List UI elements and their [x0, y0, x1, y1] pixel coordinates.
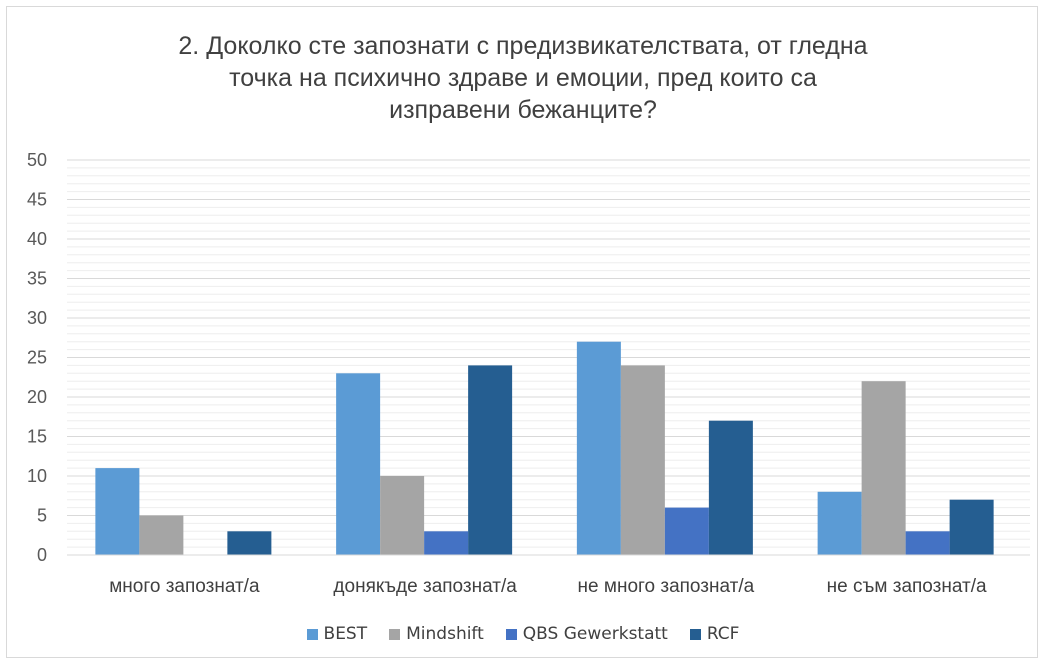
legend-label: RCF	[706, 624, 740, 644]
bar	[95, 468, 140, 555]
chart-title: 2. Доколко сте запознати с предизвикател…	[0, 30, 1046, 126]
y-tick-label: 0	[37, 545, 47, 565]
legend-label: Mindshift	[406, 624, 484, 644]
x-category-label: не съм запознат/а	[827, 576, 987, 597]
bar	[380, 476, 425, 555]
x-category-label: не много запознат/а	[578, 576, 755, 597]
y-tick-label: 40	[27, 229, 47, 249]
legend-item: RCF	[689, 624, 740, 644]
y-tick-label: 25	[27, 348, 47, 368]
x-axis-labels: много запознат/а донякъде запознат/а не мн…	[109, 576, 987, 597]
legend-swatch	[306, 628, 318, 640]
bar	[817, 491, 862, 555]
y-tick-label: 5	[37, 506, 47, 526]
bar	[336, 373, 381, 555]
bars	[95, 341, 994, 555]
bar	[468, 365, 513, 555]
bar	[576, 341, 621, 555]
bar	[620, 365, 665, 555]
chart-title-line-3: изправени бежанците?	[389, 96, 657, 124]
x-category-label: много запознат/а	[109, 576, 260, 597]
y-tick-label: 10	[27, 466, 47, 486]
bar	[139, 515, 184, 555]
y-tick-label: 20	[27, 387, 47, 407]
legend-swatch	[389, 628, 401, 640]
bar	[949, 499, 994, 555]
legend: BEST Mindshift QBS Gewerkstatt RCF	[0, 622, 1046, 646]
y-tick-label: 45	[27, 190, 47, 210]
legend-item: Mindshift	[389, 624, 484, 644]
legend-item: BEST	[306, 624, 368, 644]
bar	[861, 381, 906, 555]
bar	[227, 531, 272, 555]
bar	[905, 531, 950, 555]
y-tick-label: 30	[27, 308, 47, 328]
legend-item: QBS Gewerkstatt	[505, 624, 668, 644]
legend-label: QBS Gewerkstatt	[522, 624, 668, 644]
legend-swatch	[505, 628, 517, 640]
y-tick-label: 15	[27, 427, 47, 447]
y-axis-ticks: 0 5 10 15 20 25 30 35 40 45 50	[27, 150, 47, 565]
bar	[708, 420, 753, 555]
x-category-label: донякъде запознат/а	[333, 576, 517, 597]
chart-title-line-2: точка на психично здраве и емоции, пред …	[229, 64, 817, 92]
legend-swatch	[689, 628, 701, 640]
y-tick-label: 50	[27, 150, 47, 170]
legend-label: BEST	[323, 624, 368, 644]
chart-title-line-1: 2. Доколко сте запознати с предизвикател…	[178, 32, 868, 60]
bar	[664, 507, 709, 555]
bar	[424, 531, 469, 555]
y-tick-label: 35	[27, 269, 47, 289]
